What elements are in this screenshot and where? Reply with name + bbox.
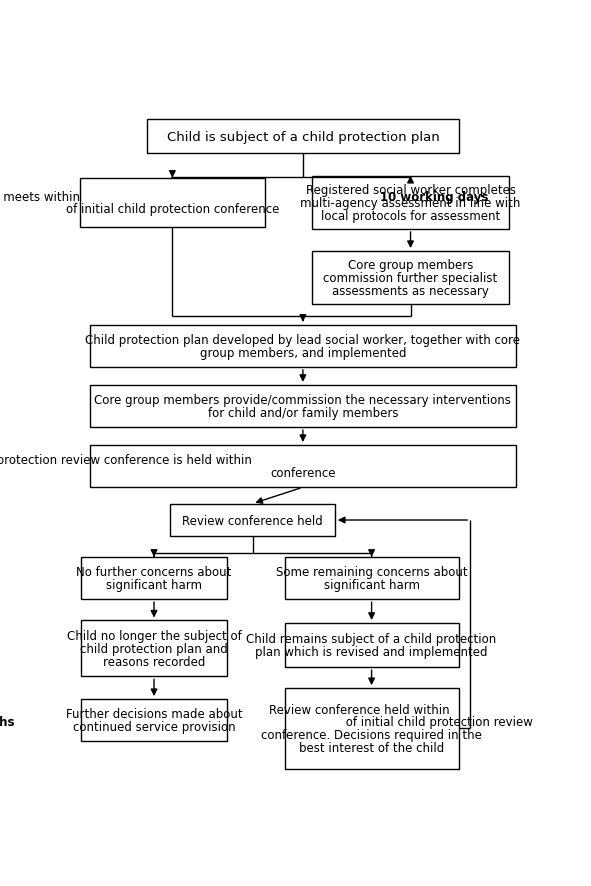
Text: Core group meets within: Core group meets within	[0, 190, 84, 203]
Text: assessments as necessary: assessments as necessary	[332, 284, 489, 298]
Bar	[81, 621, 228, 677]
Text: continued service provision: continued service provision	[73, 720, 235, 734]
Bar	[90, 385, 516, 428]
Text: local protocols for assessment: local protocols for assessment	[321, 209, 500, 222]
Text: for child and/or family members: for child and/or family members	[207, 407, 398, 419]
Text: Core group members provide/commission the necessary interventions: Core group members provide/commission th…	[95, 393, 511, 407]
Text: Review conference held within: Review conference held within	[268, 703, 453, 716]
Text: commission further specialist: commission further specialist	[323, 272, 498, 284]
Text: conference: conference	[270, 466, 336, 479]
Text: Child is subject of a child protection plan: Child is subject of a child protection p…	[167, 130, 439, 144]
Bar	[81, 557, 228, 600]
Text: plan which is revised and implemented: plan which is revised and implemented	[255, 645, 488, 658]
Text: of initial child protection review: of initial child protection review	[342, 716, 532, 728]
Text: reasons recorded: reasons recorded	[103, 655, 205, 668]
Text: child protection plan and: child protection plan and	[80, 642, 228, 655]
Bar	[90, 325, 516, 368]
Text: multi-agency assessment in line with: multi-agency assessment in line with	[300, 197, 521, 210]
Text: months: months	[0, 716, 15, 728]
Text: Child no longer the subject of: Child no longer the subject of	[67, 629, 241, 642]
Bar	[80, 179, 265, 228]
Bar	[170, 504, 335, 537]
Text: group members, and implemented: group members, and implemented	[200, 346, 406, 360]
Text: First child protection review conference is held within: First child protection review conference…	[0, 454, 255, 467]
Text: conference. Decisions required in the: conference. Decisions required in the	[261, 728, 482, 742]
Text: best interest of the child: best interest of the child	[299, 742, 444, 754]
Text: Child remains subject of a child protection: Child remains subject of a child protect…	[246, 633, 496, 645]
Bar	[81, 699, 228, 742]
Text: Core group members: Core group members	[348, 259, 473, 272]
Bar	[285, 623, 459, 667]
Bar	[147, 120, 459, 154]
Text: Further decisions made about: Further decisions made about	[66, 707, 242, 720]
Text: Some remaining concerns about: Some remaining concerns about	[276, 565, 467, 579]
Bar	[285, 688, 459, 769]
Text: 10 working days: 10 working days	[380, 190, 488, 203]
Text: significant harm: significant harm	[324, 579, 420, 591]
Text: significant harm: significant harm	[106, 579, 202, 591]
Bar	[285, 557, 459, 600]
Bar	[90, 446, 516, 487]
Text: Review conference held: Review conference held	[182, 514, 323, 527]
Text: Registered social worker completes: Registered social worker completes	[306, 184, 515, 197]
Text: No further concerns about: No further concerns about	[76, 565, 232, 579]
Text: Child protection plan developed by lead social worker, together with core: Child protection plan developed by lead …	[85, 334, 521, 346]
Bar	[312, 252, 509, 305]
Text: of initial child protection conference: of initial child protection conference	[66, 203, 279, 216]
Bar	[312, 176, 509, 229]
